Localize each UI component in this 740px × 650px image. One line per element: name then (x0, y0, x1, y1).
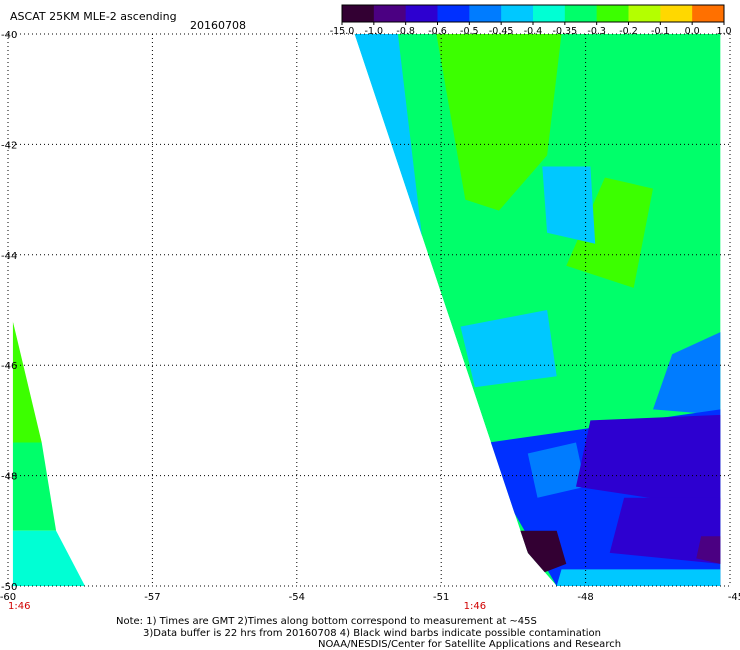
colorbar-label: -0.3 (587, 26, 606, 37)
swath-region (696, 536, 721, 564)
colorbar-label: -0.35 (553, 26, 578, 37)
colorbar-label: -0.4 (524, 26, 543, 37)
swath-region (12, 530, 85, 586)
y-tick-label: -46 (1, 361, 17, 372)
footer-note-3: NOAA/NESDIS/Center for Satellite Applica… (318, 639, 622, 650)
colorbar-label: -1.0 (365, 26, 384, 37)
swath-time-label: 1:46 (464, 601, 486, 612)
colorbar-segment (501, 5, 534, 22)
colorbar-label: -15.0 (330, 26, 355, 37)
colorbar-label: -0.8 (396, 26, 415, 37)
swath-region (542, 166, 596, 244)
y-tick-label: -42 (1, 140, 17, 151)
x-tick-label: -60 (0, 592, 16, 603)
colorbar-label: -0.45 (489, 26, 514, 37)
colorbar-segment (342, 5, 375, 22)
colorbar-segment (628, 5, 661, 22)
x-tick-label: -51 (433, 592, 449, 603)
y-tick-label: -48 (1, 472, 17, 483)
grid-layer (7, 33, 731, 587)
colorbar-label: 1.0 (716, 26, 731, 37)
footer-note-1: Note: 1) Times are GMT 2)Times along bot… (116, 616, 537, 627)
chart-title: ASCAT 25KM MLE-2 ascending (10, 10, 177, 23)
swath-region (12, 442, 57, 531)
swath-region (566, 177, 653, 288)
tick-layer: -60 -57 -54 -51 -48 -45 -40 -42 -44 -46 -48 -50 (0, 30, 740, 603)
swath-time-label: 1:46 (8, 601, 30, 612)
colorbar-segment (564, 5, 598, 22)
swath-region (460, 310, 557, 388)
chart-date: 20160708 (190, 19, 246, 32)
y-tick-label: -40 (1, 30, 17, 41)
swath (354, 34, 721, 586)
colorbar-label: -0.6 (428, 26, 447, 37)
swath-region (653, 332, 721, 415)
colorbar-segment (660, 5, 693, 22)
colorbar-segment (437, 5, 470, 22)
swath-region (556, 569, 721, 586)
colorbar-segment (405, 5, 438, 22)
swath-region (518, 530, 567, 575)
colorbar-segment (533, 5, 566, 22)
x-tick-label: -54 (289, 592, 305, 603)
y-tick-label: -44 (1, 251, 17, 262)
x-tick-label: -45 (728, 592, 740, 603)
footer-note-2: 3)Data buffer is 22 hrs from 20160708 4)… (143, 628, 601, 639)
swath-region (527, 442, 586, 498)
colorbar-label: -0.5 (460, 26, 479, 37)
colorbar-segment (596, 5, 629, 22)
x-tick-label: -57 (144, 592, 160, 603)
swath-layer: 1:46 1:46 (8, 34, 721, 612)
swath-region (12, 321, 42, 443)
swath-region (609, 497, 721, 564)
colorbar-segment (469, 5, 502, 22)
y-tick-label: -50 (1, 582, 17, 593)
swath (12, 321, 85, 586)
colorbar-label: -0.1 (651, 26, 670, 37)
x-tick-label: -48 (577, 592, 593, 603)
colorbar-segment (692, 5, 725, 22)
colorbar-segment (373, 5, 407, 22)
colorbar: -15.0 -1.0 -0.8 -0.6 -0.5 -0.45 -0.4 -0.35 -0.3 -… (330, 4, 732, 37)
swath-region (436, 34, 562, 211)
colorbar-label: -0.2 (619, 26, 638, 37)
colorbar-label: 0.0 (685, 26, 700, 37)
swath-region (576, 414, 721, 509)
